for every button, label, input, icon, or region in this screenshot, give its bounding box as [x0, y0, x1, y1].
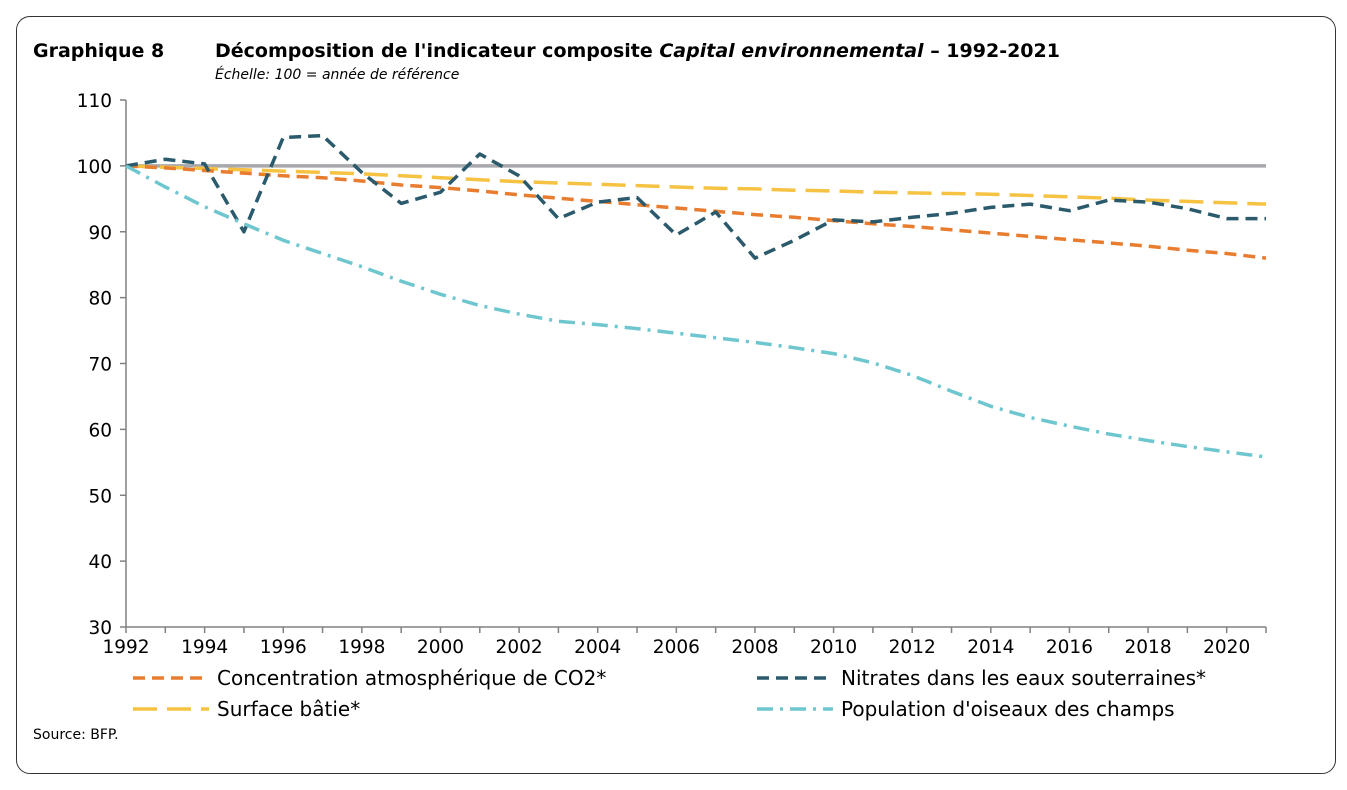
x-tick-label: 2002: [496, 637, 543, 658]
graph-number-label: Graphique 8: [33, 40, 165, 62]
source-note: Source: BFP.: [33, 727, 119, 743]
x-tick-label: 1992: [102, 637, 149, 658]
legend-label-3: Population d'oiseaux des champs: [841, 697, 1175, 721]
y-tick-label: 30: [88, 618, 112, 639]
title-italic: Capital environnemental: [659, 40, 924, 62]
series-line-0: [125, 164, 1267, 260]
x-tick-label: 2012: [889, 637, 936, 658]
x-tick-label: 2018: [1125, 637, 1172, 658]
x-tick-label: 2008: [731, 637, 778, 658]
y-tick-label: 80: [88, 289, 112, 310]
x-tick-label: 1998: [338, 637, 385, 658]
series-line-2: [125, 164, 1267, 206]
y-tick-label: 40: [88, 552, 112, 573]
x-tick-label: 1994: [181, 637, 228, 658]
chart-subtitle: Échelle: 100 = année de référence: [215, 67, 460, 83]
x-tick-label: 2010: [810, 637, 857, 658]
x-tick-label: 2000: [417, 637, 464, 658]
y-tick-label: 70: [88, 355, 112, 376]
y-tick-label: 50: [88, 486, 112, 507]
series-line-1: [125, 133, 1266, 260]
x-tick-label: 2014: [967, 637, 1014, 658]
x-tick-label: 1996: [260, 637, 307, 658]
y-tick-label: 100: [77, 157, 112, 178]
legend-label-1: Nitrates dans les eaux souterraines*: [841, 666, 1206, 690]
x-tick-label: 2016: [1046, 637, 1093, 658]
y-tick-label: 110: [77, 91, 112, 112]
y-tick-label: 90: [88, 223, 112, 244]
chart-title: Décomposition de l'indicateur composite …: [215, 40, 1060, 62]
legend-label-2: Surface bâtie*: [217, 697, 360, 721]
y-tick-label: 60: [88, 420, 112, 441]
chart-frame: [16, 16, 1336, 774]
series-line-3: [125, 164, 1267, 459]
title-suffix: – 1992-2021: [923, 40, 1060, 62]
x-tick-label: 2006: [653, 637, 700, 658]
title-prefix: Décomposition de l'indicateur composite: [215, 40, 660, 62]
x-tick-label: 2004: [574, 637, 621, 658]
legend-label-0: Concentration atmosphérique de CO2*: [217, 666, 606, 690]
x-tick-label: 2020: [1203, 637, 1250, 658]
